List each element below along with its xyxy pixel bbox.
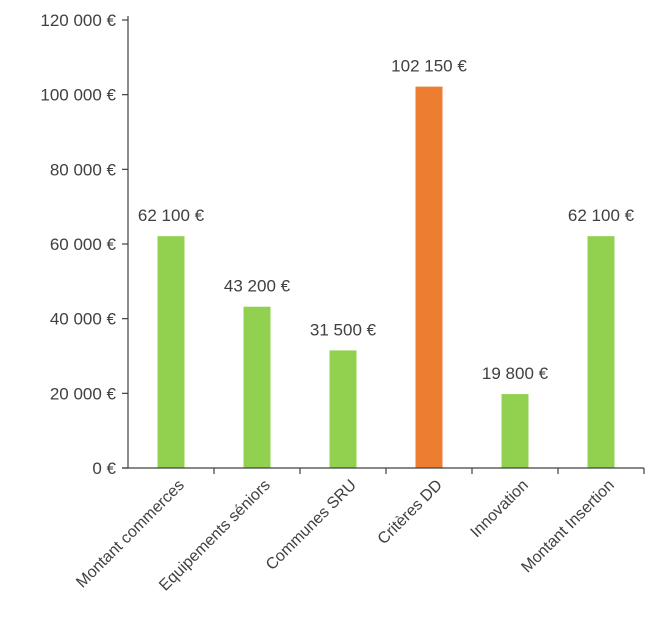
y-tick-label: 20 000 €: [50, 384, 117, 403]
category-label: Communes SRU: [263, 477, 360, 574]
y-tick-label: 120 000 €: [40, 11, 116, 30]
data-labels: 62 100 € 43 200 € 31 500 € 102 150 € 19 800 …: [138, 57, 635, 383]
bars: [157, 86, 615, 468]
category-label: Montant Insertion: [518, 477, 617, 576]
data-label: 31 500 €: [310, 320, 377, 339]
y-tick-label: 100 000 €: [40, 86, 116, 105]
data-label: 43 200 €: [224, 277, 291, 296]
data-label: 62 100 €: [568, 206, 635, 225]
category-label: Critères DD: [375, 477, 446, 548]
y-tick-label: 40 000 €: [50, 310, 117, 329]
data-label: 102 150 €: [391, 57, 467, 76]
bar: [501, 394, 529, 468]
y-tick-label: 80 000 €: [50, 160, 117, 179]
bar: [587, 236, 615, 468]
bar: [415, 86, 443, 468]
data-label: 19 800 €: [482, 364, 549, 383]
y-tick-label: 60 000 €: [50, 235, 117, 254]
category-label: Innovation: [468, 477, 532, 541]
bar: [157, 236, 185, 468]
y-axis: 0 € 20 000 € 40 000 € 60 000 € 80 000 € 100 0…: [40, 11, 129, 478]
y-tick-label: 0 €: [92, 459, 116, 478]
data-label: 62 100 €: [138, 206, 205, 225]
bar: [329, 350, 357, 468]
bar: [243, 306, 271, 468]
